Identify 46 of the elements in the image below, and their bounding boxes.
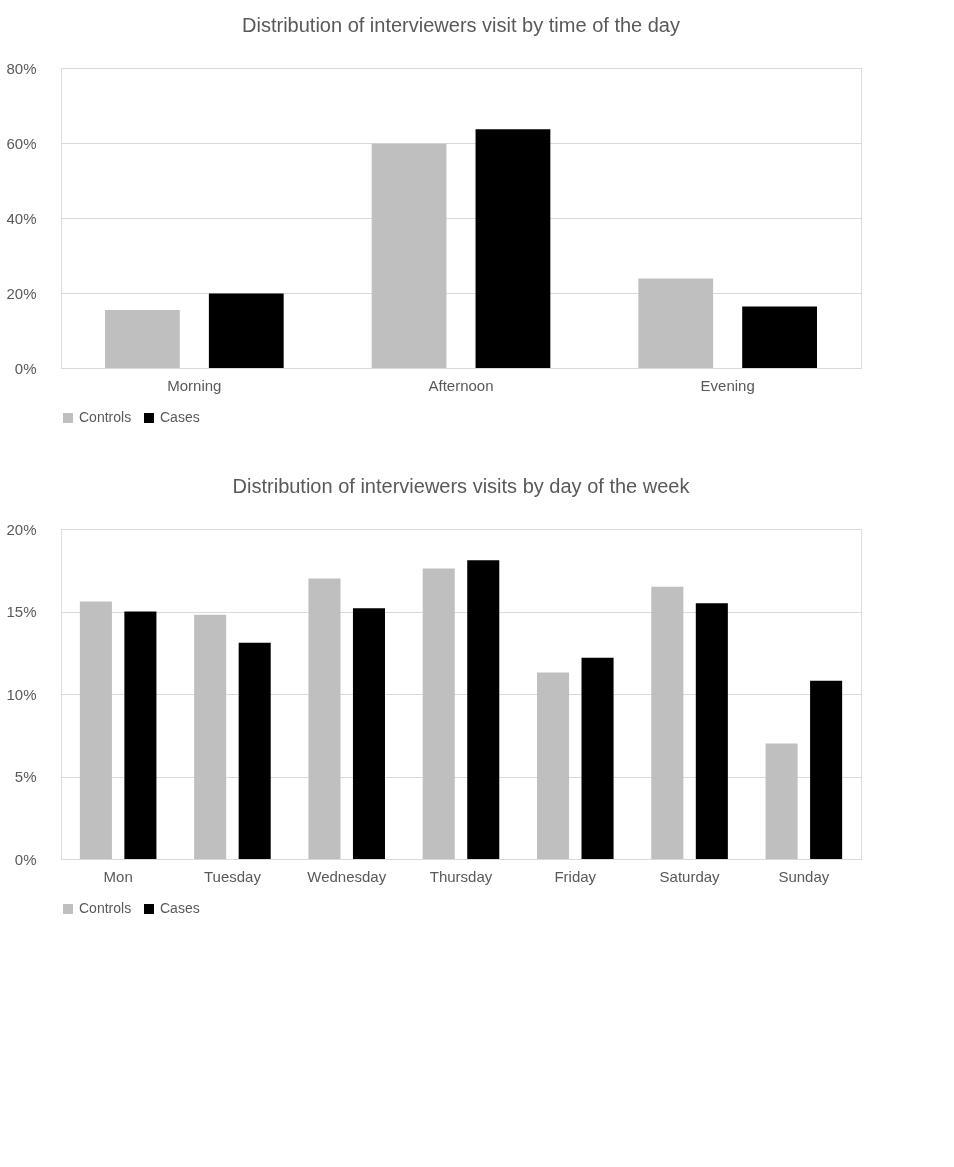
bar — [638, 278, 714, 368]
bar — [537, 672, 570, 859]
bar — [422, 568, 455, 859]
bar — [475, 129, 551, 368]
bar — [194, 614, 227, 859]
x-tick-label: Wednesday — [307, 867, 387, 885]
bar — [581, 657, 614, 859]
bar — [810, 680, 843, 859]
bar — [651, 586, 684, 859]
legend-label: Controls — [79, 900, 132, 916]
legend-label: Cases — [160, 409, 200, 425]
y-tick-label: 40% — [6, 209, 37, 227]
y-tick-label: 60% — [6, 134, 37, 152]
bar — [765, 743, 798, 859]
chart-title: Distribution of interviewers visits by day of the week — [232, 475, 691, 497]
y-tick-label: 15% — [6, 603, 37, 620]
legend-label: Controls — [79, 409, 132, 425]
x-tick-label: Sunday — [778, 867, 830, 885]
x-tick-label: Friday — [554, 867, 597, 885]
x-tick-label: Evening — [700, 376, 755, 394]
x-tick-label: Saturday — [659, 867, 721, 885]
y-tick-label: 5% — [14, 768, 37, 785]
y-tick-label: 10% — [6, 685, 37, 703]
x-tick-label: Mon — [103, 867, 133, 885]
chart-title: Distribution of interviewers visit by time of the day — [242, 14, 680, 36]
x-tick-label: Thursday — [429, 867, 493, 885]
bar — [105, 309, 180, 368]
y-tick-label: 80% — [6, 59, 37, 77]
y-tick-label: 0% — [14, 359, 37, 377]
x-tick-label: Tuesday — [203, 867, 262, 885]
bar — [238, 642, 271, 859]
legend-label: Cases — [160, 900, 200, 916]
x-tick-label: Afternoon — [428, 376, 494, 394]
x-tick-label: Morning — [167, 376, 222, 394]
y-tick-label: 0% — [14, 850, 37, 868]
bar — [695, 603, 728, 859]
bar — [467, 560, 500, 859]
bar — [352, 608, 385, 859]
bar — [371, 143, 447, 368]
bar — [79, 601, 112, 859]
y-tick-label: 20% — [6, 284, 37, 302]
bar — [742, 306, 817, 368]
bar — [124, 611, 157, 859]
bar — [308, 578, 341, 859]
bar — [208, 293, 284, 368]
y-tick-label: 20% — [6, 520, 37, 538]
